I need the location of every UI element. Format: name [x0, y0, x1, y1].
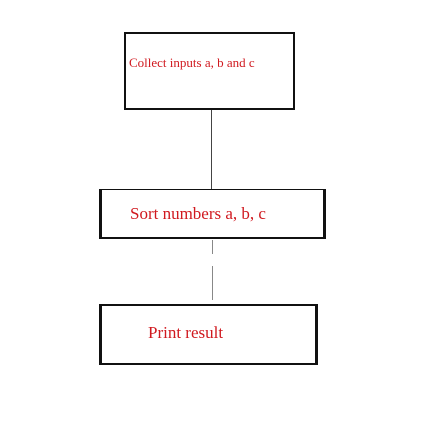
node-collect-inputs: Collect inputs a, b and c: [124, 32, 295, 110]
node-print-result-label: Print result: [148, 323, 224, 342]
connector-collect-to-sort: [211, 110, 212, 189]
node-collect-inputs-label: Collect inputs a, b and c: [129, 55, 255, 70]
node-sort-numbers-label: Sort numbers a, b, c: [130, 204, 266, 223]
node-sort-numbers: Sort numbers a, b, c: [99, 189, 326, 239]
node-print-result: Print result: [99, 304, 318, 365]
connector-sort-to-print-upper: [212, 240, 213, 254]
connector-sort-to-print-lower: [212, 266, 213, 300]
